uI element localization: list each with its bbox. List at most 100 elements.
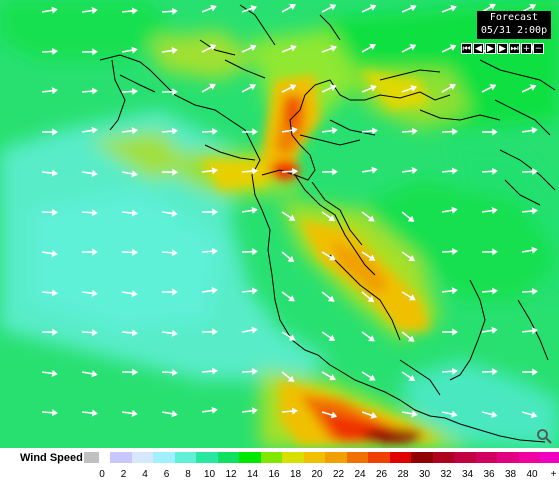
zoom-in-button[interactable]: + [521,43,532,54]
magnifier-icon[interactable] [536,428,552,444]
legend-tick-label: 30 [418,469,431,480]
wind-arrow-head [489,3,496,10]
legend-tick-label: 28 [397,469,409,480]
wind-arrow-head [412,127,418,135]
wind-arrow-head [172,88,178,96]
wind-arrow-head [491,287,498,295]
wind-arrow-head [131,46,138,54]
wind-arrow-head [171,209,178,217]
legend-tick-label: + [550,469,557,480]
wind-arrow-head [52,208,58,216]
play-button[interactable]: ▶ [485,43,496,54]
wind-arrow-head [532,287,538,296]
legend-swatch [282,452,304,463]
wind-arrow-head [210,4,217,12]
legend-tick-label: 38 [504,469,517,480]
wind-arrow-head [171,329,178,337]
last-frame-button[interactable]: ⏭ [509,43,520,54]
legend-swatch [518,452,540,463]
legend-tick-label: 8 [185,469,191,480]
wind-arrow-head [329,374,336,381]
wind-arrow-head [367,295,375,303]
wind-arrow-head [369,43,376,51]
wind-arrow-head [251,287,258,295]
legend-swatch [110,452,132,463]
legend-tick-label: 20 [311,469,323,480]
wind-arrow-head [131,7,138,15]
wind-arrow-head [491,207,498,215]
wind-arrow-head [407,335,415,342]
legend-swatch [303,452,325,463]
wind-arrow-head [172,249,178,257]
wind-arrow-head [132,368,138,376]
next-frame-button[interactable]: ▶ [497,43,508,54]
wind-arrow-head [171,127,178,135]
legend-tick-label: 6 [163,469,170,480]
wind-arrow-head [328,334,336,341]
wind-arrow-head [91,169,98,177]
wind-arrow-head [91,87,98,95]
wind-arrow-head [51,169,58,177]
wind-arrow-head [329,84,337,92]
wind-arrow-head [292,167,298,176]
wind-arrow-head [251,206,258,214]
first-frame-button[interactable]: ⏮ [461,43,472,54]
wind-arrow-head [289,84,297,91]
wind-arrow-head [532,368,538,376]
wind-arrow-head [530,411,538,419]
wind-arrow-head [251,407,258,415]
legend-swatch [196,452,218,463]
wind-arrow-head [91,409,98,417]
wind-arrow-head [131,290,138,298]
wind-speed-legend: Wind Speed 0 2 4 6 8 10 12 14 16 18 20 22 24 26 28 30 32… [0,448,559,485]
wind-arrow-head [452,247,458,256]
wind-arrow-head [452,128,458,136]
wind-arrow-head [131,209,138,217]
wind-arrow-head [532,168,538,176]
legend-tick-label: 24 [354,469,366,480]
wind-arrow-head [288,214,296,221]
previous-frame-button[interactable]: ◀ [473,43,484,54]
wind-arrow-head [368,215,375,222]
wind-arrow-head [410,85,417,92]
wind-arrow-head [451,167,458,175]
wind-arrow-head [252,248,258,256]
wind-arrow-head [92,209,98,217]
wind-arrow-head [209,83,216,90]
wind-arrow-head [411,167,418,175]
wind-arrow-head [329,4,337,11]
forecast-timestamp-box: Forecast 05/31 2:00p [477,11,551,39]
legend-swatch [346,452,368,463]
legend-swatch [325,452,347,463]
legend-tick-label: 12 [225,469,237,480]
wind-arrow-head [369,4,377,11]
wind-arrow-head [287,255,295,263]
wind-arrow-head [492,248,498,256]
legend-tick-label: 2 [120,469,127,480]
wind-arrow-head [252,367,258,376]
wind-arrow-head [52,47,58,56]
wind-field-shading [0,0,559,448]
wind-arrow-head [290,44,297,52]
forecast-datetime: 05/31 2:00p [480,25,548,36]
wind-arrow-head [172,288,178,296]
wind-arrow-head [491,326,498,334]
wind-arrow-head [330,411,338,419]
legend-swatch [239,452,261,463]
wind-arrow-head [371,166,378,174]
wind-arrow-head [531,327,538,335]
wind-arrow-head [531,246,538,254]
legend-swatch [217,452,239,463]
wind-arrow-head [492,368,498,376]
legend-swatch [432,452,454,463]
zoom-out-button[interactable]: − [533,43,544,54]
wind-arrow-head [331,127,338,135]
legend-tick-label: 22 [332,469,345,480]
wind-arrow-head [250,5,257,12]
wind-arrow-head [371,127,378,135]
wind-arrow-head [328,254,336,261]
wind-arrow-head [211,367,218,375]
legend-tick-label: 10 [203,469,216,480]
wind-arrow-head [452,328,458,336]
wind-arrow-head [531,207,538,215]
